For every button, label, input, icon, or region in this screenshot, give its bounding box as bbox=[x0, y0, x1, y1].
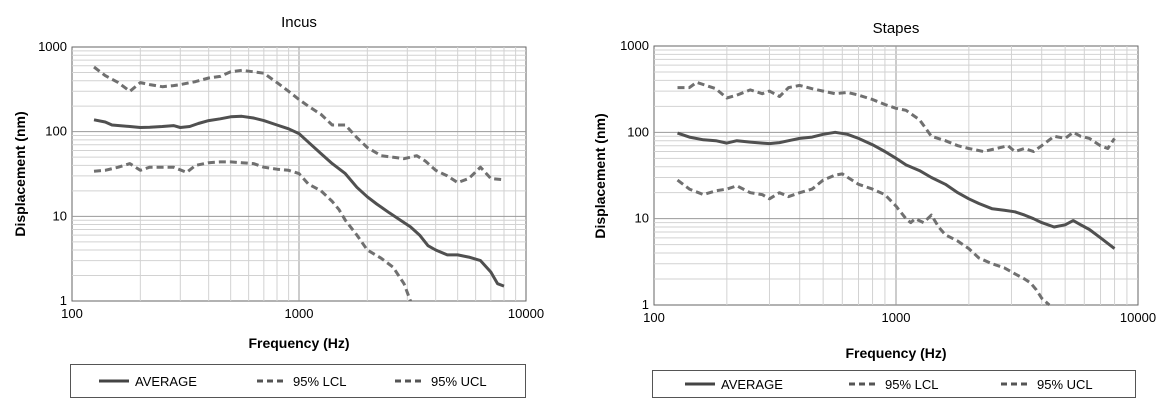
tick-labels: 100 1000 10000 1 10 100 1000 bbox=[38, 39, 544, 321]
x-axis-label: Frequency (Hz) bbox=[845, 345, 946, 361]
legend-label: 95% UCL bbox=[431, 373, 487, 389]
legend: AVERAGE 95% LCL 95% UCL bbox=[652, 370, 1136, 398]
legend-label: 95% LCL bbox=[885, 376, 939, 392]
series-line-95-ucl bbox=[93, 65, 505, 185]
x-tick-label: 10000 bbox=[508, 306, 544, 321]
series-line-95-ucl bbox=[677, 80, 1116, 153]
legend-solid-line-icon bbox=[99, 379, 129, 383]
chart-title: Stapes bbox=[873, 20, 920, 37]
legend-solid-line-icon bbox=[685, 382, 715, 386]
y-tick-label: 1 bbox=[60, 293, 67, 308]
y-axis-label: Displacement (nm) bbox=[592, 113, 608, 238]
y-tick-label: 100 bbox=[627, 124, 649, 139]
y-tick-label: 1000 bbox=[38, 39, 67, 54]
legend-label: 95% LCL bbox=[293, 373, 347, 389]
y-tick-label: 100 bbox=[45, 124, 67, 139]
legend-dashed-line-icon bbox=[395, 379, 425, 383]
gridlines bbox=[654, 46, 1138, 305]
series-line-95-lcl bbox=[93, 160, 412, 302]
x-axis-label: Frequency (Hz) bbox=[248, 335, 349, 351]
series-line-average bbox=[677, 130, 1116, 250]
legend: AVERAGE 95% LCL 95% UCL bbox=[70, 364, 526, 398]
y-tick-label: 1000 bbox=[620, 38, 649, 53]
legend-label: AVERAGE bbox=[135, 373, 197, 389]
legend-label: AVERAGE bbox=[721, 376, 783, 392]
tick-labels: 100 1000 10000 1 10 100 1000 bbox=[620, 38, 1156, 325]
series-lines bbox=[93, 65, 505, 302]
y-tick-label: 10 bbox=[635, 211, 649, 226]
y-axis-label: Displacement (nm) bbox=[12, 111, 28, 236]
series-lines bbox=[676, 80, 1116, 307]
x-tick-label: 100 bbox=[643, 310, 665, 325]
legend-entry-lcl: 95% LCL bbox=[849, 371, 938, 397]
y-tick-label: 1 bbox=[642, 297, 649, 312]
x-tick-label: 1000 bbox=[285, 306, 314, 321]
legend-entry-ucl: 95% UCL bbox=[1001, 371, 1093, 397]
incus-chart: 100 1000 10000 1 10 100 1000 Incus Frequency (… bbox=[12, 14, 544, 351]
x-tick-label: 100 bbox=[61, 306, 83, 321]
x-tick-label: 1000 bbox=[882, 310, 911, 325]
series-line-95-lcl bbox=[676, 172, 1051, 307]
stapes-chart: 100 1000 10000 1 10 100 1000 Stapes Frequency … bbox=[592, 20, 1156, 361]
legend-entry-average: AVERAGE bbox=[99, 365, 197, 397]
legend-dashed-line-icon bbox=[257, 379, 287, 383]
series-line-average bbox=[93, 114, 505, 288]
legend-dashed-line-icon bbox=[1001, 382, 1031, 386]
legend-entry-ucl: 95% UCL bbox=[395, 365, 487, 397]
legend-entry-average: AVERAGE bbox=[685, 371, 783, 397]
legend-dashed-line-icon bbox=[849, 382, 879, 386]
y-tick-label: 10 bbox=[53, 208, 67, 223]
legend-label: 95% UCL bbox=[1037, 376, 1093, 392]
chart-title: Incus bbox=[281, 14, 317, 31]
legend-entry-lcl: 95% LCL bbox=[257, 365, 346, 397]
x-tick-label: 10000 bbox=[1120, 310, 1156, 325]
